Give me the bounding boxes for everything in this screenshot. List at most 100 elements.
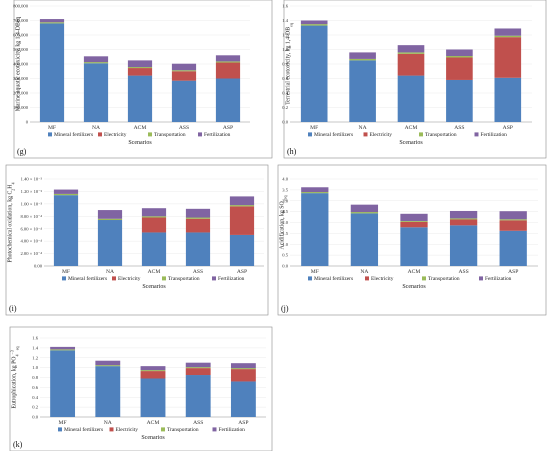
bar-transportation-ass [446, 56, 473, 58]
y-axis-label: Acidification, kg SO2eq [279, 196, 288, 250]
bar-fertilization-mf [300, 20, 328, 25]
y-tick-label: 700,000 [13, 18, 29, 24]
x-tick-label: ACM [405, 125, 418, 131]
bar-transportation-na [97, 218, 123, 221]
legend-label: Mineral fertilizers [314, 131, 353, 138]
y-tick-label: 0.8 [32, 375, 38, 380]
y-tick-label: 2.0 [282, 220, 288, 225]
bar-mineral-fertilizers-na [97, 220, 123, 266]
y-tick-label: 1.2 [282, 33, 288, 38]
x-tick-label: ACM [148, 269, 161, 275]
bar-fertilization-ass [171, 63, 197, 71]
legend-swatch [212, 276, 216, 281]
panel-frame [13, 0, 273, 159]
legend-swatch [48, 132, 52, 137]
bar-transportation-mf [50, 349, 76, 351]
legend-label: Electricity [104, 132, 127, 138]
x-tick-label: ASS [458, 269, 468, 275]
y-tick-label: 0.2 [32, 405, 38, 410]
y-tick-label: 2.5 [282, 209, 288, 214]
bar-fertilization-na [350, 204, 379, 213]
legend-swatch [365, 276, 369, 281]
legend-swatch [308, 276, 312, 281]
bar-mineral-fertilizers-ass [185, 232, 211, 266]
legend-label: Fertilization [481, 132, 508, 138]
bar-transportation-mf [53, 193, 79, 196]
y-tick-label: 1.40 × 10⁻³ [21, 177, 43, 182]
y-tick-label: 200,000 [13, 91, 29, 97]
legend-label: Mineral fertilizers [68, 275, 107, 282]
legend-swatch [363, 132, 368, 137]
bar-transportation-acm [397, 52, 425, 54]
bar-transportation-asp [215, 61, 241, 63]
x-axis-label: Scenarios [399, 140, 423, 146]
x-tick-label: ACM [147, 420, 160, 426]
bar-fertilization-ass [446, 49, 473, 57]
x-tick-label: NA [359, 125, 367, 131]
y-tick-label: 300,000 [13, 76, 29, 82]
bar-electricity-acm [400, 221, 428, 228]
legend-label: Electricity [118, 276, 141, 282]
bar-fertilization-ass [185, 208, 211, 218]
bar-fertilization-ass [449, 210, 478, 219]
y-tick-label: 0.0 [32, 415, 38, 420]
y-tick-label: 3.0 [282, 198, 288, 203]
x-tick-label: ASS [193, 269, 203, 275]
bar-electricity-ass [171, 71, 197, 81]
bar-transportation-na [95, 365, 121, 367]
y-tick-label: 0.4 [32, 395, 38, 400]
bar-mineral-fertilizers-mf [301, 193, 329, 266]
y-tick-label: 1.4 [32, 345, 38, 350]
bar-transportation-na [350, 212, 379, 214]
panel-k-chart: 0.0 0.2 0.4 0.6 0.8 1.0 1.2 1.4 1.6 MF NA ACM ASS ASP… [9, 326, 273, 451]
bar-mineral-fertilizers-asp [499, 230, 527, 266]
legend-swatch [479, 276, 483, 281]
legend-label: Mineral fertilizers [64, 426, 103, 433]
y-tick-label: 1.0 [32, 365, 38, 370]
bar-electricity-acm [140, 371, 166, 379]
x-tick-label: ASP [238, 420, 248, 426]
bar-mineral-fertilizers-acm [397, 75, 425, 122]
bar-transportation-asp [230, 368, 256, 370]
legend-swatch [112, 276, 116, 281]
y-axis-label: Terrestrial ecotoxicity, kg 1,4-DBeq [286, 23, 294, 105]
bar-fertilization-acm [397, 45, 425, 53]
y-tick-label: 0.0 [282, 264, 288, 269]
panel-g-chart: 0 100,000 200,000 300,000 400,000 500,000 600,… [13, 0, 273, 159]
legend-swatch [419, 132, 423, 137]
y-axis-label: Marine aquatic ecotoxicity, kg 1,4-DBeq [16, 17, 22, 112]
legend-label: Transportation [167, 427, 199, 433]
bar-electricity-asp [499, 220, 527, 231]
bar-fertilization-asp [229, 196, 255, 206]
bar-mineral-fertilizers-ass [446, 79, 473, 122]
bar-fertilization-acm [140, 366, 166, 371]
y-tick-label: 1.6 [282, 4, 288, 9]
legend-swatch [98, 132, 102, 137]
y-tick-label: 2.00 × 10⁻⁴ [20, 251, 42, 256]
bar-mineral-fertilizers-acm [140, 378, 166, 417]
y-tick-label: 0.5 [282, 253, 288, 258]
bar-mineral-fertilizers-asp [215, 78, 241, 122]
bar-transportation-acm [127, 67, 153, 69]
panel-label: (h) [287, 147, 297, 156]
x-tick-label: MF [62, 269, 70, 275]
x-tick-label: ASP [237, 269, 247, 275]
bar-fertilization-na [349, 52, 376, 59]
bar-transportation-asp [494, 35, 522, 38]
x-tick-label: MF [59, 420, 67, 426]
y-axis-label: Eutrophication, kg PO4−3eq [9, 346, 19, 408]
panel-h-chart: 0.0 0.2 0.4 0.6 0.8 1.0 1.2 1.4 1.6 MF NA ACM ASS ASP… [282, 0, 547, 159]
panel-frame [277, 164, 547, 316]
y-tick-label: 0.2 [282, 105, 288, 110]
bar-mineral-fertilizers-na [350, 213, 379, 266]
panel-label: (g) [17, 147, 27, 156]
bar-fertilization-mf [39, 19, 65, 23]
bar-mineral-fertilizers-mf [300, 25, 328, 123]
bar-fertilization-na [97, 210, 123, 219]
legend-swatch [109, 427, 114, 432]
bar-mineral-fertilizers-asp [494, 77, 522, 122]
bar-mineral-fertilizers-ass [171, 80, 197, 122]
bar-electricity-acm [141, 217, 167, 233]
bar-transportation-na [83, 62, 109, 64]
bar-transportation-ass [449, 218, 478, 220]
